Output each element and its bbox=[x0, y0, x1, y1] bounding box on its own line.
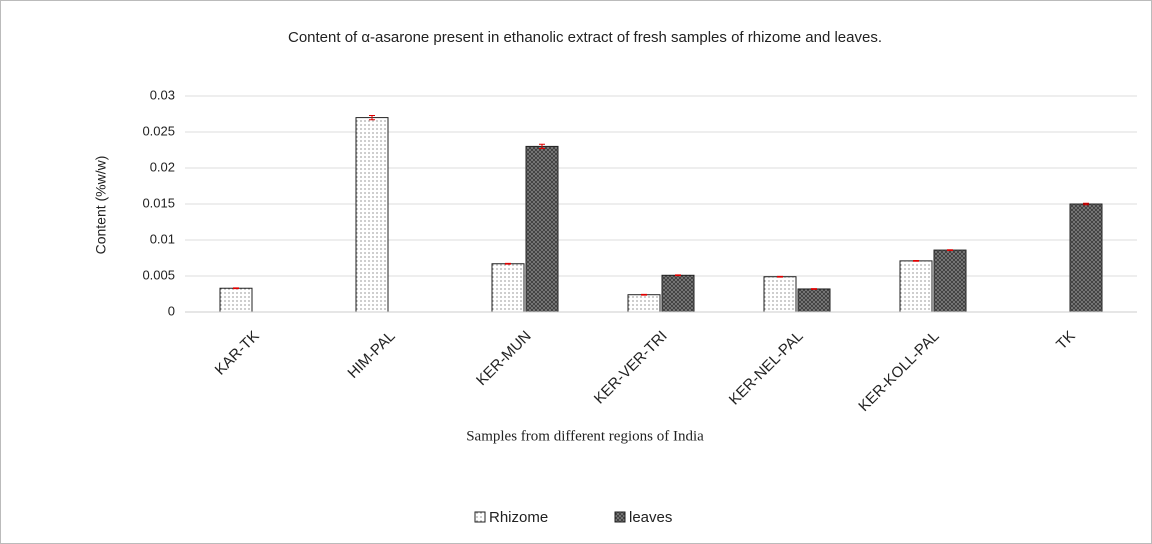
bar bbox=[899, 260, 933, 313]
bar bbox=[797, 288, 831, 313]
y-tick-label: 0.01 bbox=[150, 231, 175, 246]
error-bar bbox=[777, 275, 783, 278]
error-bar bbox=[913, 260, 919, 262]
bar bbox=[661, 274, 695, 313]
legend-label: Rhizome bbox=[489, 509, 548, 526]
bar bbox=[491, 263, 525, 313]
y-tick-label: 0.015 bbox=[142, 195, 175, 210]
bar bbox=[355, 117, 389, 313]
bar bbox=[525, 145, 559, 313]
bar bbox=[1069, 203, 1103, 313]
y-tick-label: 0.03 bbox=[150, 87, 175, 102]
error-bar bbox=[505, 262, 511, 265]
bar bbox=[627, 294, 661, 313]
y-tick-label: 0.005 bbox=[142, 267, 175, 282]
legend-label: leaves bbox=[629, 509, 672, 526]
error-bar bbox=[675, 274, 681, 277]
legend-swatch bbox=[474, 511, 486, 523]
error-bar bbox=[1083, 202, 1089, 206]
y-tick-label: 0 bbox=[168, 303, 175, 318]
bar bbox=[219, 287, 253, 313]
error-bar bbox=[539, 143, 545, 150]
bar bbox=[763, 276, 797, 313]
chart-title: Content of α-asarone present in ethanoli… bbox=[288, 29, 882, 46]
bar bbox=[933, 249, 967, 313]
y-tick-label: 0.025 bbox=[142, 123, 175, 138]
x-axis-title: Samples from different regions of India bbox=[466, 428, 704, 444]
legend-swatch bbox=[614, 511, 626, 523]
y-tick-label: 0.02 bbox=[150, 159, 175, 174]
error-bar bbox=[641, 293, 647, 296]
error-bar bbox=[369, 114, 375, 121]
error-bar bbox=[233, 287, 239, 290]
error-bar bbox=[811, 288, 817, 290]
y-axis-title: Content (%w/w) bbox=[93, 156, 109, 255]
error-bar bbox=[947, 249, 953, 251]
